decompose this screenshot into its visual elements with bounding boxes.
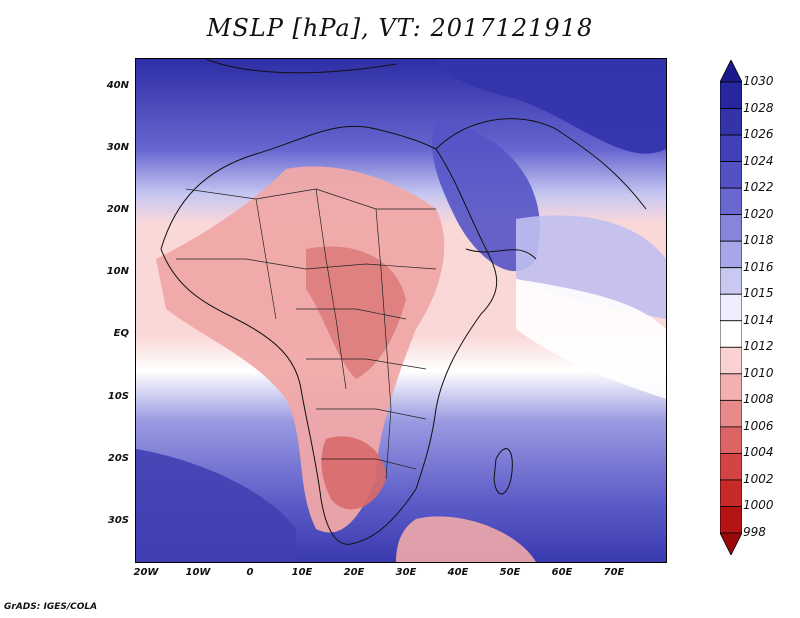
- colorbar-segment: [720, 240, 742, 269]
- colorbar-label: 998: [743, 525, 766, 539]
- y-label-eq: EQ: [113, 328, 129, 339]
- colorbar-label: 1024: [743, 153, 774, 168]
- x-label-0: 0: [246, 567, 254, 578]
- colorbar-segment: [720, 134, 742, 162]
- colorbar: [720, 60, 742, 555]
- x-label-30e: 30E: [395, 567, 417, 578]
- x-label-10e: 10E: [291, 567, 313, 578]
- arabian-high-region: [432, 119, 540, 272]
- colorbar-segment: [720, 479, 742, 507]
- colorbar-label: 1018: [743, 233, 774, 248]
- colorbar-segment: [720, 293, 742, 322]
- colorbar-label: 1016: [743, 259, 774, 274]
- colorbar-label: 1008: [743, 392, 774, 407]
- borders: [176, 188, 437, 480]
- colorbar-segment: [720, 108, 742, 136]
- colorbar-segment: [720, 426, 742, 454]
- x-label-50e: 50E: [499, 567, 521, 578]
- y-label-40n: 40N: [106, 80, 129, 91]
- x-label-70e: 70E: [603, 567, 625, 578]
- asian-high-region: [436, 59, 666, 154]
- colorbar-label: 1006: [743, 418, 774, 433]
- south-indian-low: [396, 516, 536, 562]
- credit-text: GrADS: IGES/COLA: [4, 602, 98, 612]
- colorbar-segment: [720, 506, 742, 534]
- y-label-30n: 30N: [106, 142, 129, 153]
- southern-africa-deep-low: [321, 436, 386, 510]
- central-africa-deep-low: [306, 246, 406, 379]
- colorbar-label: 1030: [743, 74, 774, 88]
- colorbar-label: 1014: [743, 312, 774, 327]
- colorbar-label: 1002: [743, 471, 774, 486]
- x-label-60e: 60E: [551, 567, 573, 578]
- colorbar-segment: [720, 161, 742, 189]
- indian-ocean-neutral: [516, 279, 666, 399]
- colorbar-label: 1020: [743, 206, 774, 221]
- y-label-10n: 10N: [106, 266, 129, 277]
- colorbar-segment: [720, 267, 742, 295]
- colorbar-label: 1022: [743, 180, 774, 195]
- colorbar-segment: [720, 187, 742, 216]
- x-label-10w: 10W: [185, 567, 211, 578]
- x-label-20e: 20E: [343, 567, 365, 578]
- colorbar-label: 1000: [743, 498, 774, 513]
- y-label-20n: 20N: [106, 204, 129, 215]
- y-label-30s: 30S: [107, 515, 129, 526]
- colorbar-label: 1015: [743, 286, 774, 301]
- colorbar-top-arrow: [720, 60, 742, 83]
- x-label-40e: 40E: [447, 567, 469, 578]
- colorbar-segment: [720, 346, 742, 375]
- x-label-20w: 20W: [133, 567, 159, 578]
- colorbar-label: 1012: [743, 339, 774, 354]
- y-label-20s: 20S: [107, 453, 129, 464]
- south-atlantic-high: [136, 449, 296, 562]
- map-title: MSLP [hPa], VT: 2017121918: [206, 14, 594, 42]
- colorbar-segment: [720, 320, 742, 348]
- colorbar-bottom-arrow: [720, 532, 742, 555]
- y-label-10s: 10S: [107, 391, 129, 402]
- colorbar-segment: [720, 453, 742, 481]
- coastlines: [160, 59, 647, 545]
- colorbar-label: 1028: [743, 100, 774, 115]
- colorbar-segment: [720, 373, 742, 401]
- colorbar-label: 1026: [743, 127, 774, 142]
- mslp-map: [135, 58, 667, 563]
- colorbar-segment: [720, 81, 742, 109]
- colorbar-label: 1010: [743, 365, 774, 380]
- colorbar-segment: [720, 399, 742, 428]
- colorbar-segment: [720, 214, 742, 242]
- colorbar-label: 1004: [743, 445, 774, 460]
